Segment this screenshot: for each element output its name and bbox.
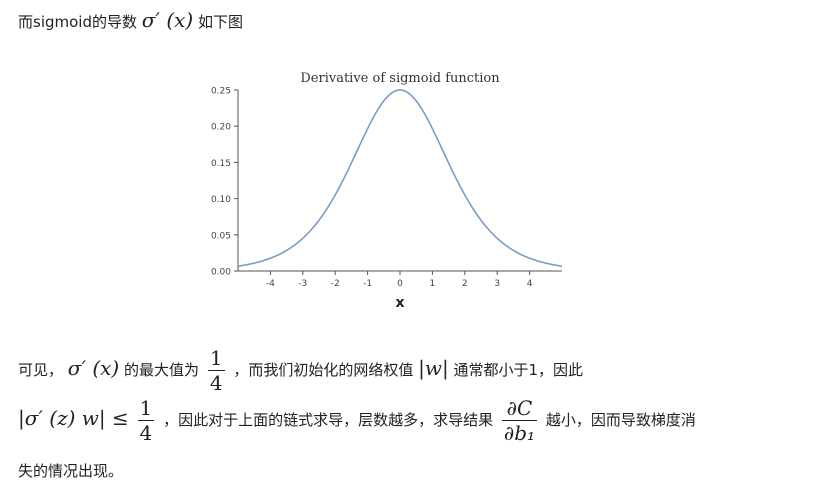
- para1-text3: ，而我们初始化的网络权值: [233, 361, 414, 379]
- paragraph-2: |σ′ (z) w| ≤ 1 4 ，因此对于上面的链式求导，层数越多，求导结果 …: [18, 396, 696, 445]
- y-tick-label: 0.00: [211, 268, 231, 278]
- paragraph-3: 失的情况出现。: [18, 460, 123, 481]
- y-tick-label: 0.15: [211, 159, 231, 169]
- x-tick-label: -4: [266, 279, 275, 289]
- fraction-denominator: 4: [209, 371, 223, 395]
- x-tick-label: -2: [331, 279, 340, 289]
- y-tick-label: 0.10: [211, 195, 231, 205]
- inequality-formula: |σ′ (z) w| ≤: [18, 406, 129, 430]
- para1-text1: 可见，: [18, 361, 64, 379]
- partial-derivative-fraction: ∂C ∂b₁: [501, 396, 538, 445]
- para2-text2: 越小，因而导致梯度消: [545, 411, 696, 429]
- x-tick-label: -1: [363, 279, 372, 289]
- intro-text-after: 如下图: [197, 13, 243, 31]
- fraction-numerator: 1: [207, 346, 225, 371]
- chart-title: Derivative of sigmoid function: [300, 71, 500, 86]
- sigmoid-derivative-chart: Derivative of sigmoid function 0.000.050…: [211, 71, 563, 311]
- fraction-denominator: 4: [139, 421, 153, 445]
- x-tick-label: 4: [527, 279, 533, 289]
- intro-line: 而sigmoid的导数 σ′ (x) 如下图: [18, 8, 243, 32]
- y-tick-label: 0.20: [211, 123, 231, 133]
- x-tick-label: 2: [462, 279, 468, 289]
- sigma-prime-formula-2: σ′ (x): [67, 356, 120, 380]
- para2-text1: ，因此对于上面的链式求导，层数越多，求导结果: [163, 411, 494, 429]
- para3-text: 失的情况出现。: [18, 462, 124, 480]
- para1-text2: 的最大值为: [124, 361, 200, 379]
- x-ticks: -4 -3 -2 -1 0 1 2 3 4: [266, 271, 533, 289]
- x-axis-label: x: [395, 295, 404, 311]
- sigma-prime-formula: σ′ (x): [141, 8, 194, 32]
- x-tick-label: 0: [397, 279, 403, 289]
- weight-abs-formula: |w|: [418, 356, 449, 380]
- paragraph-1: 可见， σ′ (x) 的最大值为 1 4 ，而我们初始化的网络权值 |w| 通常…: [18, 346, 583, 395]
- y-ticks: 0.00 0.05 0.10 0.15 0.20 0.25: [211, 87, 238, 278]
- y-tick-label: 0.05: [211, 231, 231, 241]
- partial-numerator: ∂C: [501, 396, 538, 421]
- one-quarter-fraction-2: 1 4: [137, 396, 155, 445]
- x-tick-label: 1: [430, 279, 436, 289]
- partial-denominator: ∂b₁: [503, 421, 536, 445]
- intro-text-before: 而sigmoid的导数: [18, 13, 137, 31]
- one-quarter-fraction: 1 4: [207, 346, 225, 395]
- para1-text4: 通常都小于1，因此: [453, 361, 584, 379]
- y-tick-label: 0.25: [211, 87, 231, 97]
- x-tick-label: -3: [298, 279, 307, 289]
- fraction-numerator: 1: [137, 396, 155, 421]
- derivative-curve: [237, 89, 563, 267]
- x-tick-label: 3: [494, 279, 500, 289]
